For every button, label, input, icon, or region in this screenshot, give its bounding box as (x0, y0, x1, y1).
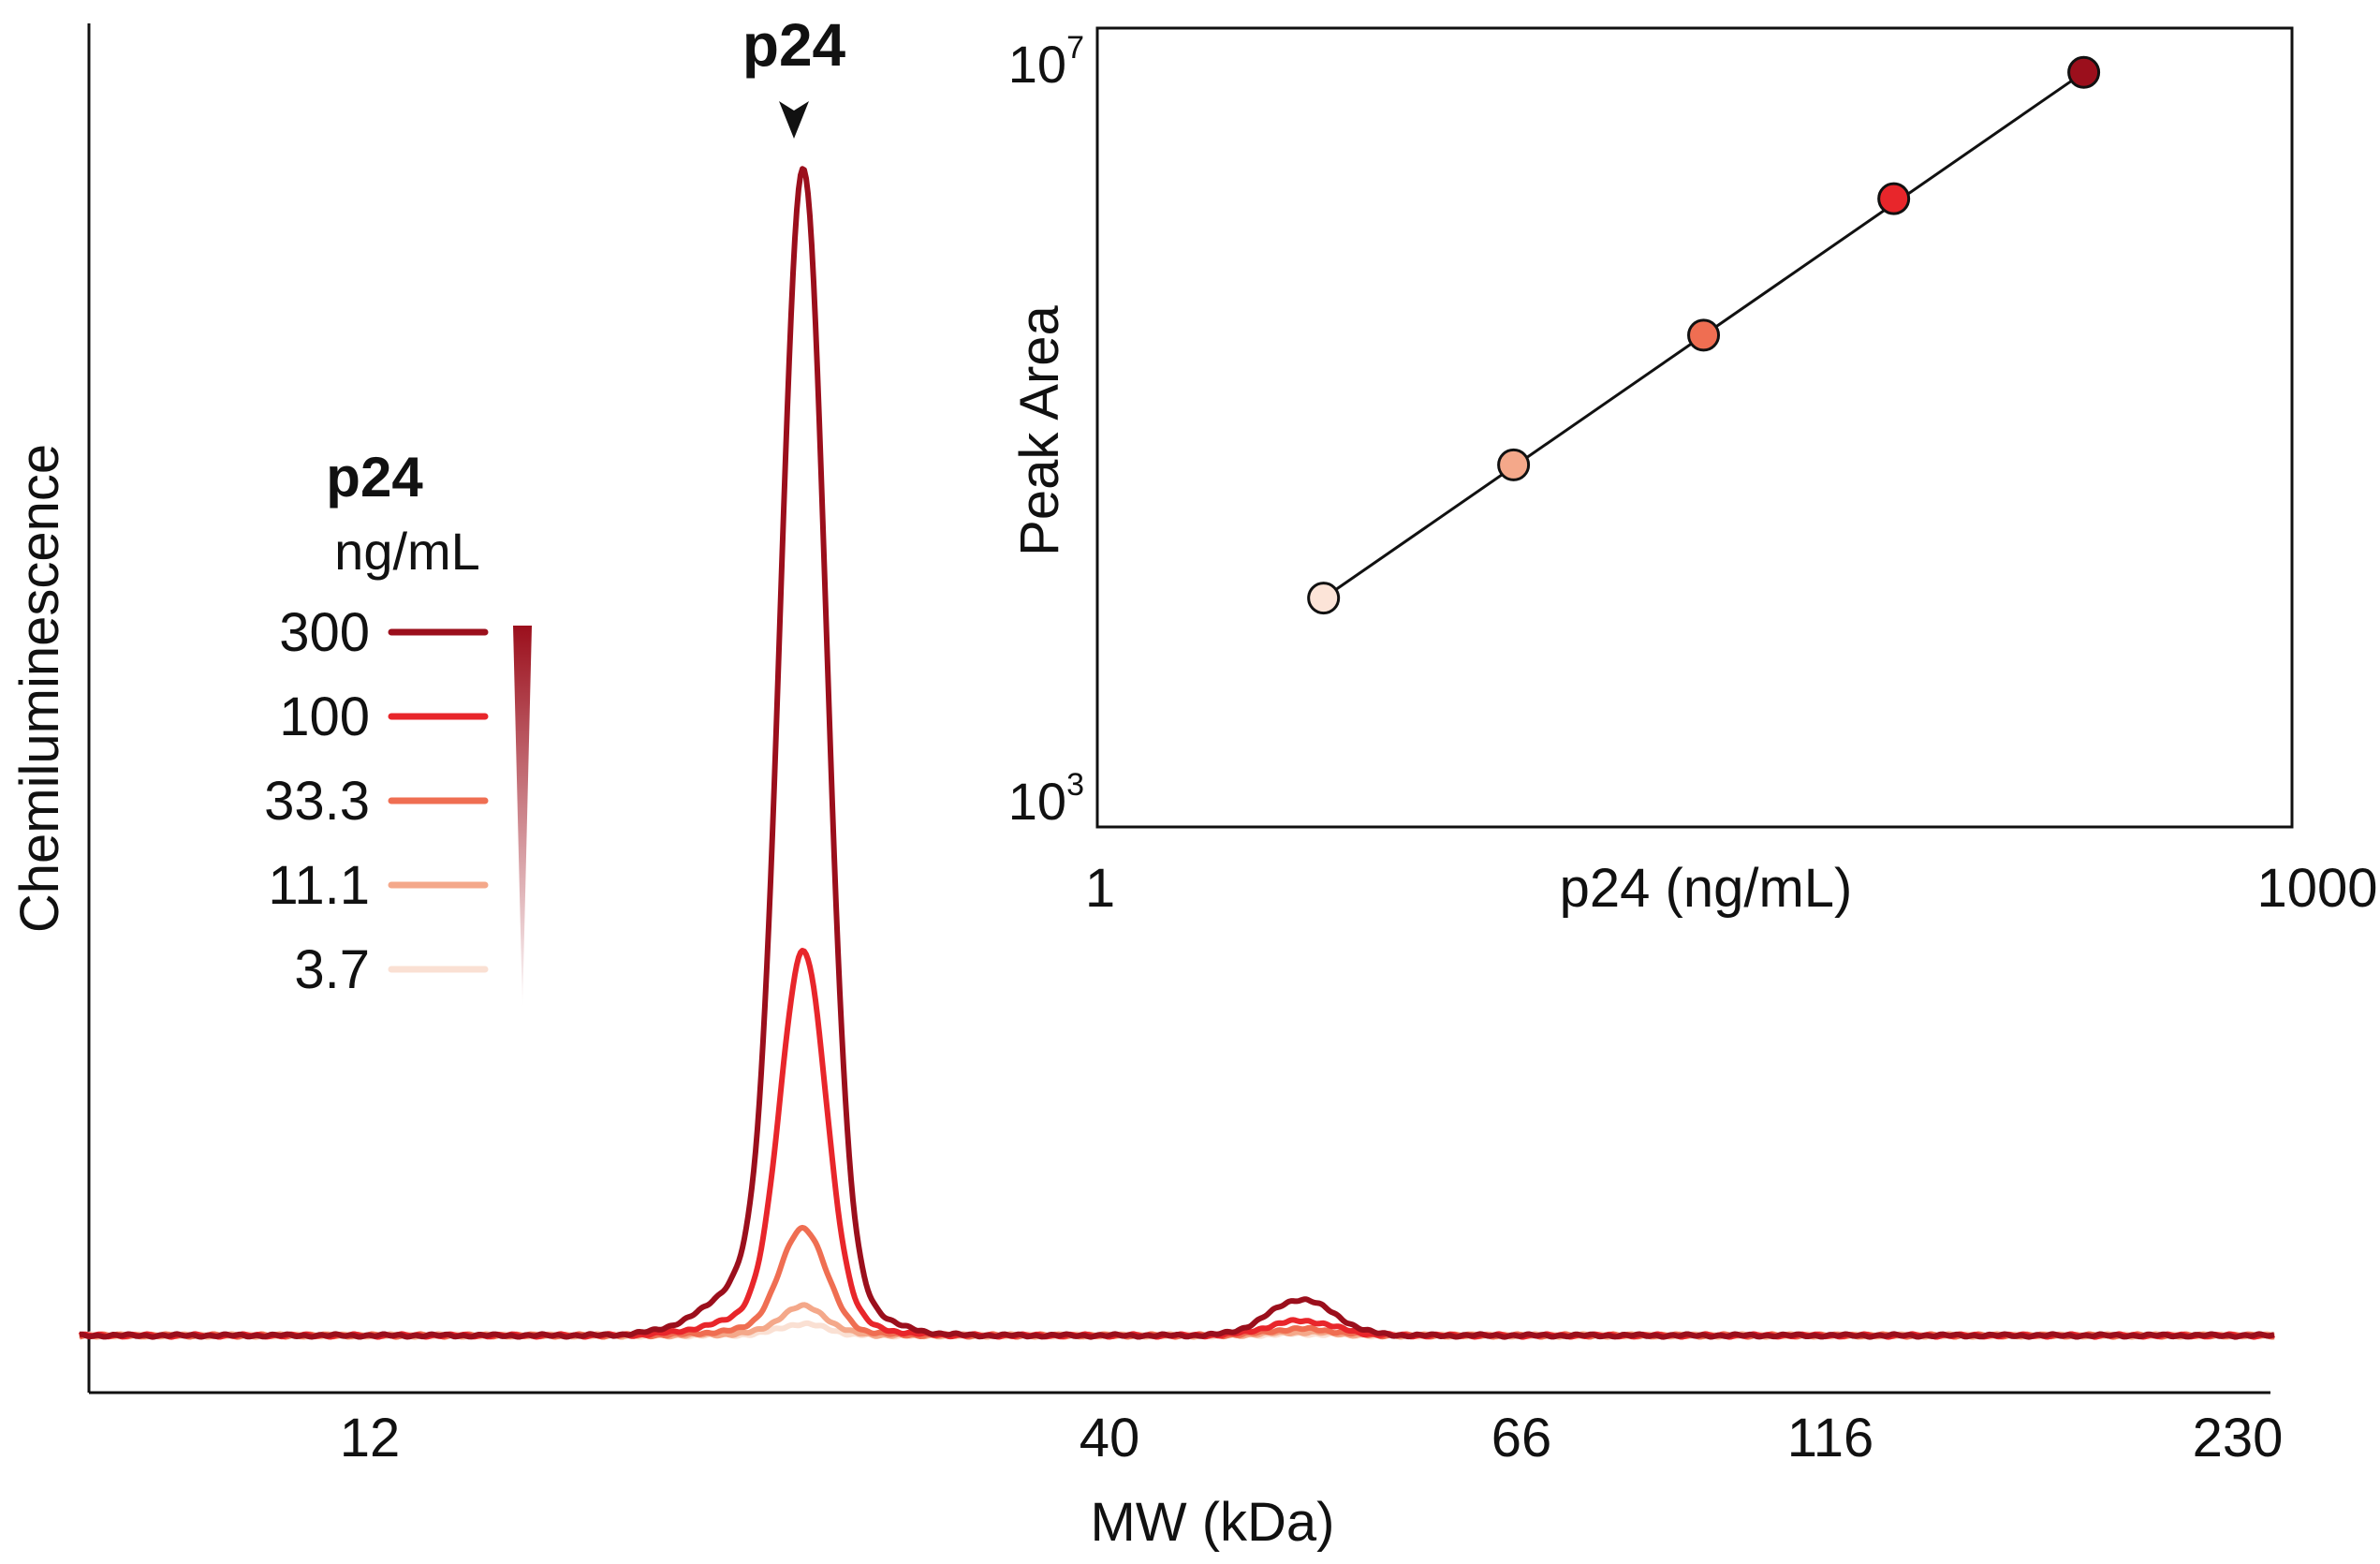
data-point (1497, 448, 1531, 481)
data-point-layer (1307, 55, 2101, 615)
legend: p24 ng/mL 300 100 33.3 11.1 3.7 (264, 446, 532, 1010)
inset-y-tick-max: 107 (1008, 30, 1084, 94)
legend-title: p24 (326, 446, 423, 509)
inset-y-tick-min: 103 (1008, 767, 1084, 831)
main-x-tick-label: 230 (2193, 1408, 2284, 1468)
data-point (2067, 55, 2101, 89)
main-x-tick-label: 116 (1787, 1408, 1873, 1468)
data-point (1877, 182, 1911, 215)
legend-entry-label: 33.3 (264, 771, 370, 832)
peak-arrow-icon (779, 101, 809, 139)
legend-entry-label: 3.7 (294, 939, 370, 1000)
inset-y-axis-label: Peak Area (1009, 304, 1070, 555)
main-x-tick-labels: 12 40 66 116 230 (340, 1408, 2284, 1468)
trace-line (78, 948, 2275, 1340)
inset-frame (1095, 26, 2294, 829)
data-point (1687, 318, 1721, 352)
legend-entry-label: 11.1 (268, 855, 370, 916)
inset-chart: 1 1000 p24 (ng/mL) 107 103 Peak Area (1008, 26, 2378, 919)
concentration-wedge-icon (513, 626, 532, 1010)
trace-layer (78, 166, 2275, 1340)
legend-subtitle: ng/mL (334, 522, 480, 581)
legend-entry-label: 300 (279, 602, 370, 663)
trace-line (79, 166, 2275, 1340)
inset-x-tick-min: 1 (1085, 858, 1115, 919)
legend-entry-label: 100 (279, 686, 370, 747)
inset-x-tick-max: 1000 (2256, 858, 2377, 919)
legend-entries: 300 100 33.3 11.1 3.7 (264, 602, 489, 1000)
trace-line (79, 1224, 2275, 1340)
data-point (1307, 582, 1341, 615)
main-x-tick-label: 12 (340, 1408, 401, 1468)
peak-annotation-label: p24 (742, 11, 846, 79)
main-x-tick-label: 40 (1080, 1408, 1140, 1468)
inset-x-axis-label: p24 (ng/mL) (1560, 858, 1853, 919)
main-x-tick-label: 66 (1491, 1408, 1552, 1468)
main-x-axis-label: MW (kDa) (1091, 1492, 1335, 1553)
main-y-axis-label: Chemiluminescence (9, 444, 70, 933)
main-chart: 12 40 66 116 230 MW (kDa) Chemiluminescence … (9, 11, 2283, 1553)
